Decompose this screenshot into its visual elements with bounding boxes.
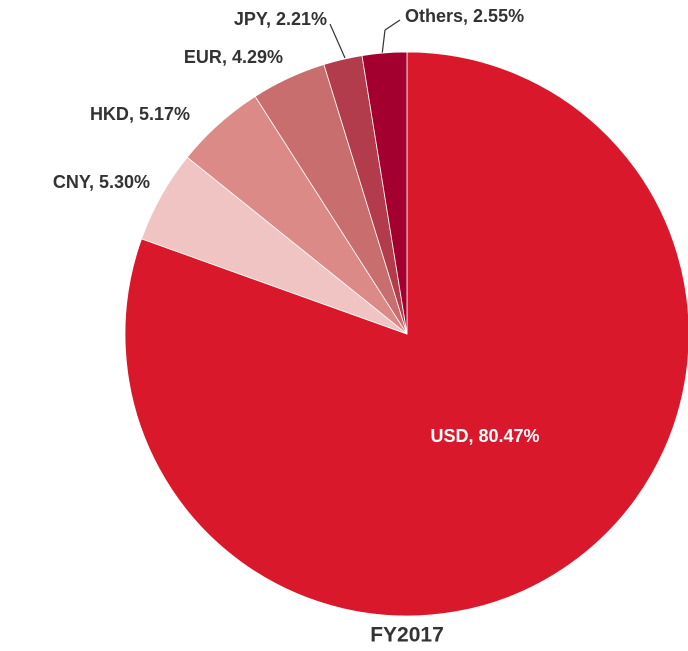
- value-label: 4.29%: [232, 47, 283, 67]
- slice-label: Others, 2.55%: [405, 6, 524, 26]
- slice-label: CNY, 5.30%: [53, 172, 150, 192]
- category-label: JPY: [234, 9, 268, 29]
- leader-line: [381, 29, 386, 56]
- category-label: HKD: [90, 104, 129, 124]
- label-separator: ,: [222, 47, 232, 67]
- category-label: Others: [405, 6, 463, 26]
- category-label: EUR: [184, 47, 222, 67]
- value-label: 2.21%: [276, 9, 327, 29]
- value-label: 5.17%: [139, 104, 190, 124]
- category-label: CNY: [53, 172, 91, 192]
- label-separator: ,: [89, 172, 99, 192]
- chart-title: FY2017: [370, 624, 444, 647]
- leader-line: [384, 19, 401, 31]
- value-label: 2.55%: [473, 6, 524, 26]
- label-separator: ,: [266, 9, 276, 29]
- label-separator: ,: [468, 426, 478, 446]
- slice-label: USD, 80.47%: [430, 426, 539, 446]
- slice-label: HKD, 5.17%: [90, 104, 190, 124]
- slice-label: JPY, 2.21%: [234, 9, 327, 29]
- value-label: 5.30%: [99, 172, 150, 192]
- pie-slice: [361, 51, 408, 335]
- label-separator: ,: [463, 6, 473, 26]
- category-label: USD: [430, 426, 468, 446]
- slice-label: EUR, 4.29%: [184, 47, 283, 67]
- value-label: 80.47%: [478, 426, 539, 446]
- leader-line: [329, 23, 346, 59]
- label-separator: ,: [129, 104, 139, 124]
